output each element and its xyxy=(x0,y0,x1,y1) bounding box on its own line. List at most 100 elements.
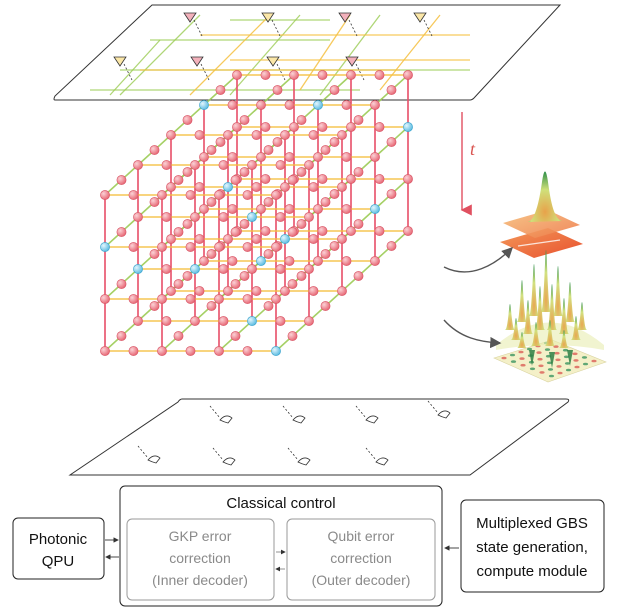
lattice-node xyxy=(308,234,319,244)
grid-floor-spot xyxy=(520,363,526,367)
grid-floor-spot xyxy=(554,351,560,355)
grid-floor-spot xyxy=(537,357,543,361)
lattice-node xyxy=(206,145,217,155)
photonic-qpu-box xyxy=(12,517,105,580)
grid-floor-spot xyxy=(573,359,579,362)
lattice-node xyxy=(289,122,299,132)
grid-floor-spot xyxy=(565,368,572,372)
lattice-node xyxy=(260,226,271,236)
lattice-node xyxy=(374,70,385,80)
lattice-node xyxy=(263,249,274,259)
lattice-node xyxy=(370,256,380,266)
lattice-node xyxy=(346,122,356,132)
waveguide-line xyxy=(109,39,161,96)
lattice-node xyxy=(317,226,328,236)
homodyne-detectors xyxy=(137,400,451,466)
source-emitter-icon xyxy=(261,12,275,23)
lattice-node xyxy=(284,256,295,266)
grid-floor-spot xyxy=(509,353,516,357)
lattice-node xyxy=(374,226,385,236)
gkp-decoder-line3: (Inner decoder) xyxy=(152,572,248,588)
gkp-qubit-node xyxy=(133,264,143,274)
detector-plane-outline xyxy=(68,398,570,476)
qubit-decoder-line3: (Outer decoder) xyxy=(312,572,411,588)
source-plane-waveguides xyxy=(90,14,470,96)
source-emitter-icon xyxy=(266,56,280,67)
lattice-node xyxy=(251,234,262,244)
source-plane xyxy=(53,4,562,101)
lattice-node xyxy=(206,301,217,311)
lattice-node xyxy=(263,197,274,207)
gkp-qubit-node xyxy=(280,234,290,244)
lattice-node xyxy=(149,301,160,311)
lattice-node xyxy=(313,152,323,162)
grid-floor-spot xyxy=(546,361,553,365)
gkp-qubit-node xyxy=(271,346,281,356)
homodyne-detector-icon xyxy=(365,415,379,424)
lattice-node xyxy=(370,152,380,162)
lattice-node xyxy=(157,294,167,304)
emission-path xyxy=(123,63,133,81)
grid-state-peak xyxy=(523,300,533,334)
grid-floor-spot xyxy=(536,351,542,354)
lattice-node xyxy=(320,197,331,207)
waveguide-line xyxy=(299,14,351,91)
grid-state-peak xyxy=(535,286,545,330)
lattice-node xyxy=(287,279,298,289)
lattice-node xyxy=(370,100,380,110)
lattice-node xyxy=(329,137,340,147)
lattice-node xyxy=(166,130,176,140)
grid-floor-spot xyxy=(548,374,555,378)
grid-floor-spot xyxy=(518,350,524,354)
grid-state-peak xyxy=(553,266,563,316)
detection-path xyxy=(427,400,439,414)
lattice-node xyxy=(317,70,328,80)
lattice-node xyxy=(100,190,110,200)
lattice-node xyxy=(280,286,290,296)
grid-state-peak xyxy=(547,284,557,330)
lattice-node xyxy=(353,219,364,229)
gbs-module-line3: compute module xyxy=(477,563,588,580)
lattice-edges xyxy=(104,74,409,352)
qubit-decoder-box xyxy=(286,518,436,601)
lattice-node xyxy=(161,316,172,326)
grid-floor-spot xyxy=(529,367,536,371)
source-emitter-icon xyxy=(183,12,197,23)
grid-state-peak xyxy=(541,250,551,312)
grid-floor-spot xyxy=(574,365,580,369)
classical-control-title: Classical control xyxy=(226,495,335,512)
lattice-node xyxy=(329,189,340,199)
lattice-node xyxy=(223,234,233,244)
lattice-node xyxy=(247,264,257,274)
gbs-module-box xyxy=(460,499,605,593)
detection-path xyxy=(287,447,299,461)
lattice-node xyxy=(206,249,217,259)
lattice-node xyxy=(275,212,286,222)
gkp-wavefunction-inset xyxy=(500,171,583,258)
gkp-qubit-node xyxy=(403,122,413,132)
lattice-node xyxy=(166,182,176,192)
source-plane-outline xyxy=(53,4,562,101)
lattice-node xyxy=(227,256,238,266)
homodyne-detector-icon xyxy=(297,457,311,466)
lattice-node xyxy=(296,167,307,177)
lattice-node xyxy=(215,85,226,95)
lattice-node xyxy=(256,152,266,162)
lattice-node xyxy=(337,286,347,296)
grid-floor-spot xyxy=(526,347,533,351)
grid-state-peak xyxy=(505,304,515,330)
grid-state-peak xyxy=(531,322,541,346)
lattice-node xyxy=(260,122,271,132)
lattice-node xyxy=(194,234,205,244)
lattice-nodes xyxy=(100,70,413,356)
source-emitter-icon xyxy=(413,12,427,23)
lattice-node xyxy=(341,256,352,266)
lattice-node xyxy=(337,234,347,244)
lattice-node xyxy=(346,226,356,236)
grid-floor-spot xyxy=(564,362,571,365)
lattice-node xyxy=(100,346,110,356)
lattice-node xyxy=(386,137,397,147)
lattice-node xyxy=(206,197,217,207)
lattice-node xyxy=(133,316,143,326)
arrow-to-gkp-wavefunction xyxy=(443,247,513,273)
